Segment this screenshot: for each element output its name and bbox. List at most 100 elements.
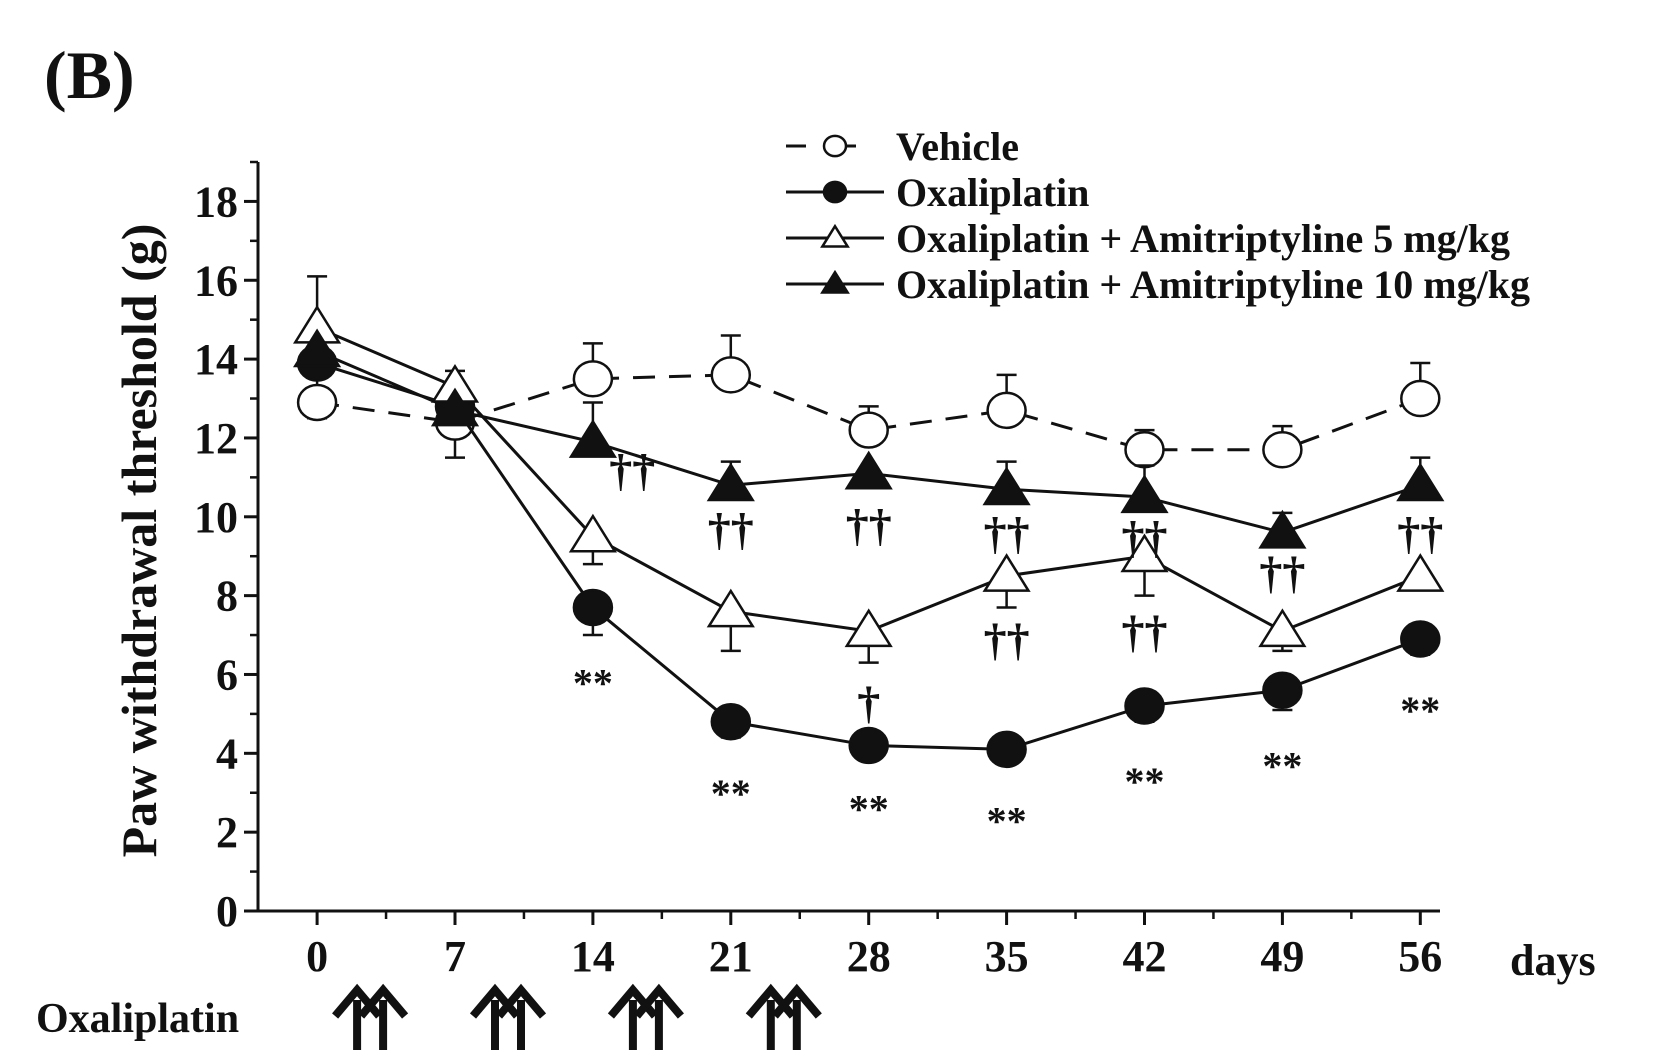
x-tick-label: 56 — [1398, 932, 1442, 981]
y-tick-label: 16 — [194, 256, 238, 305]
x-tick-label: 49 — [1260, 932, 1304, 981]
legend-label: Oxaliplatin — [896, 170, 1089, 215]
significance-dagger: †† — [708, 504, 754, 555]
significance-stars: ** — [1125, 759, 1165, 804]
x-tick-label: 7 — [444, 932, 466, 981]
significance-dagger: †† — [984, 614, 1030, 665]
series-3 — [293, 304, 1445, 664]
dosing-arrow — [633, 983, 684, 1050]
data-point — [1120, 533, 1169, 573]
x-tick-label: 28 — [847, 932, 891, 981]
data-point — [710, 356, 752, 394]
significance-stars: ** — [711, 771, 751, 816]
significance-dagger: †† — [609, 444, 655, 495]
data-point — [1396, 553, 1445, 592]
significance-stars: ** — [573, 661, 613, 706]
legend-label: Oxaliplatin + Amitriptyline 10 mg/kg — [896, 262, 1530, 307]
data-point — [710, 703, 752, 741]
x-tick-label: 0 — [306, 932, 328, 981]
significance-stars: ** — [987, 799, 1027, 844]
y-tick-label: 6 — [216, 650, 238, 699]
series-4 — [293, 328, 1445, 549]
data-point — [844, 608, 893, 648]
significance-stars: ** — [1262, 743, 1302, 788]
data-point — [982, 553, 1031, 592]
legend-item: Oxaliplatin + Amitriptyline 5 mg/kg — [786, 216, 1510, 261]
x-axis-label: days — [1510, 936, 1596, 985]
data-point — [1396, 462, 1445, 502]
dosing-label: Oxaliplatin — [36, 996, 239, 1042]
dosing-arrow — [771, 983, 822, 1050]
data-point — [1258, 608, 1307, 648]
y-tick-label: 12 — [194, 414, 238, 463]
data-point — [848, 726, 889, 765]
y-tick-label: 14 — [194, 335, 238, 384]
series-2 — [296, 344, 1441, 769]
data-point — [1124, 687, 1165, 725]
data-point — [430, 387, 480, 427]
arrow-head — [495, 983, 547, 1019]
legend-marker — [822, 180, 848, 204]
legend-item: Oxaliplatin + Amitriptyline 10 mg/kg — [786, 262, 1530, 307]
significance-stars: ** — [1400, 688, 1440, 733]
significance-dagger: †† — [1122, 512, 1168, 563]
arrow-head — [771, 983, 822, 1019]
y-tick-label: 2 — [216, 808, 238, 857]
data-point — [296, 383, 338, 422]
data-point — [706, 462, 755, 502]
significance-dagger: †† — [846, 500, 892, 551]
x-tick-label: 14 — [571, 932, 615, 981]
dosing-schedule: Oxaliplatin — [36, 983, 822, 1050]
data-point — [568, 419, 617, 458]
data-point — [706, 588, 755, 628]
y-axis-label: Paw withdrawal threshold (g) — [111, 224, 167, 858]
y-tick-label: 10 — [194, 493, 238, 542]
data-point — [848, 411, 889, 449]
x-tick-label: 42 — [1123, 932, 1167, 981]
significance-dagger: † — [857, 677, 880, 728]
significance-stars: ** — [849, 787, 889, 832]
data-point — [1400, 620, 1441, 658]
data-point — [1120, 474, 1169, 514]
series-1 — [296, 275, 1441, 469]
series-line — [316, 373, 1421, 452]
data-point — [1262, 671, 1303, 709]
x-tick-label: 21 — [709, 932, 753, 981]
legend-label: Oxaliplatin + Amitriptyline 5 mg/kg — [896, 216, 1510, 261]
panel-label: (B) — [44, 37, 135, 113]
data-point — [1124, 431, 1165, 469]
data-point — [986, 730, 1027, 769]
significance-dagger: †† — [1122, 606, 1168, 657]
legend-marker — [820, 269, 850, 294]
legend-marker — [820, 223, 850, 248]
y-tick-label: 0 — [216, 887, 238, 936]
dosing-arrow — [358, 983, 409, 1050]
annotation-layer: †††† †† †† †††††††† †††**** ** **** **** — [573, 444, 1443, 843]
y-tick-label: 18 — [194, 177, 238, 226]
x-tick-label: 35 — [985, 932, 1029, 981]
data-point — [568, 513, 617, 553]
arrow-head — [358, 983, 409, 1019]
series-layer — [293, 275, 1445, 769]
legend-item: Vehicle — [786, 124, 1019, 169]
significance-dagger: †† — [1397, 508, 1443, 559]
significance-dagger: †† — [984, 508, 1030, 559]
data-point — [982, 466, 1031, 506]
chart-axes: 0 2 4 6 8 10 12 14 16 18 0 7 14 21 28 35 42 49 56 days Paw w… — [111, 160, 1596, 985]
dosing-arrow — [495, 983, 547, 1050]
data-point — [293, 328, 342, 368]
legend-marker — [822, 134, 848, 158]
data-point — [1262, 431, 1303, 469]
data-point — [1400, 379, 1441, 418]
significance-dagger: †† — [1259, 547, 1305, 598]
data-point — [572, 360, 614, 398]
arrow-head — [633, 983, 684, 1019]
y-tick-label: 8 — [216, 572, 238, 621]
data-point — [844, 450, 893, 490]
data-point — [1258, 509, 1307, 549]
data-point — [986, 391, 1027, 430]
legend-label: Vehicle — [896, 124, 1019, 169]
